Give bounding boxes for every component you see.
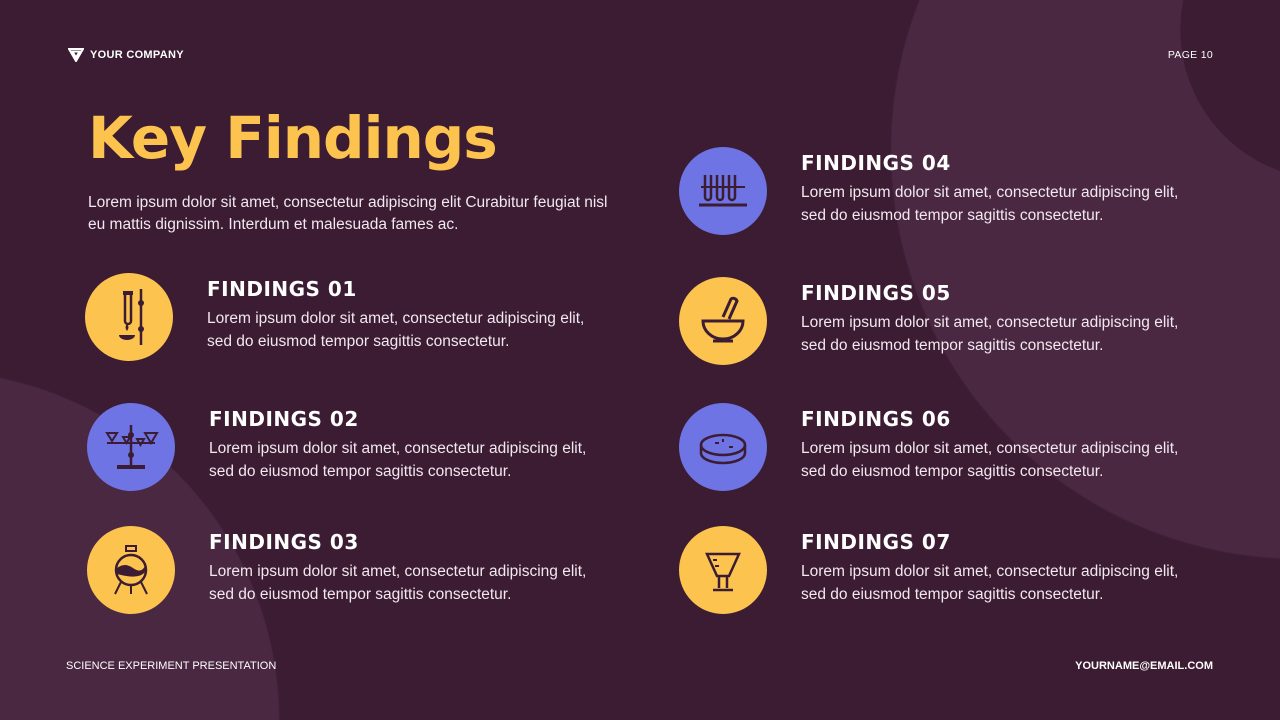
- finding-text: Lorem ipsum dolor sit amet, consectetur …: [207, 310, 585, 350]
- logo-icon: [68, 48, 84, 62]
- finding-text: Lorem ipsum dolor sit amet, consectetur …: [209, 440, 587, 480]
- finding-item: FINDINGS 06 Lorem ipsum dolor sit amet, c…: [679, 403, 1201, 491]
- finding-text: Lorem ipsum dolor sit amet, consectetur …: [801, 184, 1179, 224]
- finding-item: FINDINGS 01 Lorem ipsum dolor sit amet, c…: [85, 273, 607, 361]
- finding-text: Lorem ipsum dolor sit amet, consectetur …: [801, 314, 1179, 354]
- test-tube-burner-icon: [119, 289, 144, 345]
- icon-circle: [87, 526, 175, 614]
- icon-circle: [87, 403, 175, 491]
- finding-item: FINDINGS 02 Lorem ipsum dolor sit amet, c…: [87, 403, 609, 491]
- finding-item: FINDINGS 04 Lorem ipsum dolor sit amet, c…: [679, 147, 1201, 235]
- finding-title: FINDINGS 02: [209, 407, 359, 431]
- finding-text: Lorem ipsum dolor sit amet, consectetur …: [801, 440, 1179, 480]
- beaker-icon: [705, 552, 741, 592]
- footer-email: YOURNAME@EMAIL.COM: [1075, 660, 1213, 672]
- petri-dish-icon: [699, 433, 747, 465]
- finding-text: Lorem ipsum dolor sit amet, consectetur …: [209, 563, 587, 603]
- footer-title: SCIENCE EXPERIMENT PRESENTATION: [66, 660, 277, 672]
- company-name: YOUR COMPANY: [90, 49, 184, 61]
- finding-title: FINDINGS 07: [801, 530, 951, 554]
- funnel-stand-icon: [105, 425, 159, 469]
- icon-circle: [85, 273, 173, 361]
- finding-title: FINDINGS 06: [801, 407, 951, 431]
- icon-circle: [679, 277, 767, 365]
- finding-item: FINDINGS 03 Lorem ipsum dolor sit amet, c…: [87, 526, 609, 614]
- mortar-pestle-icon: [701, 296, 745, 343]
- icon-circle: [679, 147, 767, 235]
- finding-title: FINDINGS 05: [801, 281, 951, 305]
- page-title: Key Findings: [88, 104, 498, 172]
- finding-title: FINDINGS 04: [801, 151, 951, 175]
- test-tube-rack-icon: [699, 175, 747, 207]
- page-number: PAGE 10: [1167, 49, 1213, 61]
- finding-item: FINDINGS 05 Lorem ipsum dolor sit amet, c…: [679, 277, 1201, 365]
- finding-title: FINDINGS 01: [207, 277, 357, 301]
- finding-title: FINDINGS 03: [209, 530, 359, 554]
- icon-circle: [679, 403, 767, 491]
- finding-text: Lorem ipsum dolor sit amet, consectetur …: [801, 563, 1179, 603]
- intro-text: Lorem ipsum dolor sit amet, consectetur …: [88, 194, 608, 233]
- finding-item: FINDINGS 07 Lorem ipsum dolor sit amet, c…: [679, 526, 1201, 614]
- company-logo: YOUR COMPANY: [68, 48, 184, 62]
- icon-circle: [679, 526, 767, 614]
- flask-icon: [114, 545, 148, 595]
